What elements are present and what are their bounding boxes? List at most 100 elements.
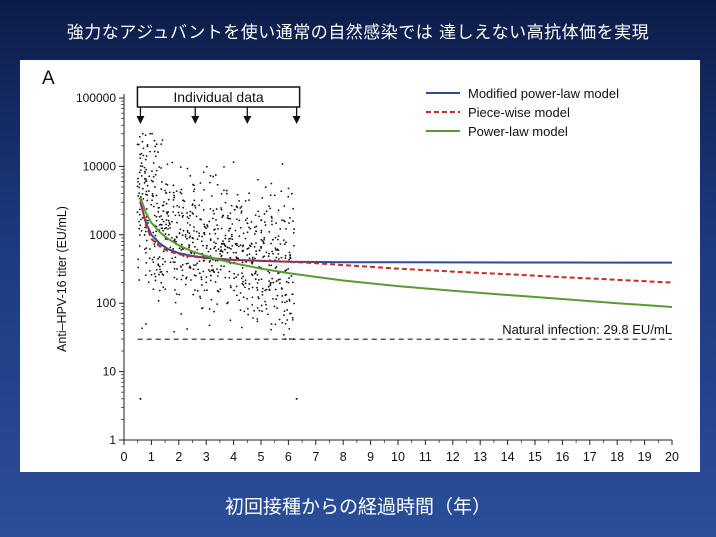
x-tick-label: 17: [583, 450, 597, 464]
data-point: [193, 184, 195, 187]
data-point: [219, 253, 222, 255]
data-point: [260, 304, 263, 307]
data-point: [188, 244, 190, 246]
data-point: [199, 182, 202, 184]
data-point: [205, 276, 208, 278]
data-point: [277, 253, 280, 255]
data-point: [250, 221, 253, 223]
data-point: [289, 254, 292, 256]
data-point: [193, 188, 196, 191]
data-point: [241, 282, 244, 285]
data-point: [265, 307, 268, 310]
data-point: [151, 132, 154, 135]
data-point: [138, 220, 140, 223]
individual-data-points: [136, 132, 298, 400]
data-point: [172, 191, 175, 194]
x-tick-label: 20: [665, 450, 679, 464]
data-point: [261, 294, 264, 296]
data-point: [209, 279, 212, 282]
data-point: [200, 199, 203, 202]
data-point: [158, 166, 161, 168]
legend-label: Piece-wise model: [468, 105, 570, 120]
data-point: [182, 206, 185, 209]
data-point: [141, 165, 144, 168]
data-point: [244, 286, 246, 289]
data-point: [274, 288, 277, 291]
data-point: [153, 272, 156, 275]
data-point: [205, 281, 208, 284]
data-point: [292, 220, 294, 223]
data-point: [192, 293, 195, 296]
data-point: [193, 199, 196, 202]
data-point: [138, 171, 141, 174]
data-point: [219, 288, 222, 291]
data-point: [249, 227, 252, 230]
data-point: [250, 273, 253, 276]
legend-label: Modified power-law model: [468, 86, 619, 101]
data-point: [162, 200, 165, 203]
data-point: [275, 256, 278, 259]
data-point: [203, 259, 206, 262]
data-point: [148, 175, 151, 178]
data-point: [251, 304, 254, 306]
data-point: [265, 303, 267, 306]
data-point: [146, 199, 149, 202]
data-point: [248, 283, 251, 285]
data-point: [207, 268, 210, 271]
data-point: [148, 270, 151, 272]
data-point: [220, 246, 222, 248]
data-point: [216, 237, 219, 240]
data-point: [275, 298, 278, 300]
data-point: [200, 307, 203, 310]
y-tick-label: 100000: [76, 91, 116, 105]
data-point: [160, 281, 163, 284]
data-point: [146, 219, 149, 222]
data-point: [186, 212, 189, 214]
series-line: [139, 199, 673, 284]
data-point: [264, 186, 267, 189]
data-point: [248, 253, 251, 256]
data-point: [153, 256, 156, 259]
data-point: [154, 145, 157, 148]
data-point: [229, 237, 232, 240]
data-point: [239, 292, 242, 294]
data-point: [151, 199, 153, 202]
data-point: [256, 307, 259, 309]
data-point: [145, 323, 147, 325]
data-point: [181, 216, 184, 218]
data-point: [271, 223, 273, 226]
data-point: [212, 268, 214, 271]
data-point: [287, 267, 290, 270]
data-point: [139, 157, 142, 160]
data-point: [216, 289, 219, 292]
data-point: [246, 307, 249, 310]
data-point: [220, 249, 223, 252]
data-point: [265, 210, 268, 213]
data-point: [228, 237, 230, 240]
data-point: [263, 238, 265, 241]
data-point: [172, 211, 175, 213]
data-point: [157, 257, 159, 260]
data-point: [237, 273, 239, 276]
data-point: [223, 244, 226, 247]
data-point: [256, 289, 259, 291]
data-point: [175, 240, 177, 243]
data-point: [206, 225, 209, 228]
data-point: [178, 293, 181, 296]
data-point: [248, 287, 250, 290]
data-point: [171, 257, 174, 260]
data-point: [199, 297, 202, 300]
data-point: [138, 183, 141, 185]
data-point: [137, 194, 140, 197]
data-point: [239, 226, 242, 229]
data-point: [237, 257, 240, 260]
data-point: [292, 231, 295, 234]
data-point: [255, 225, 258, 228]
data-point: [220, 192, 223, 195]
data-point: [239, 207, 242, 209]
data-point: [208, 324, 211, 327]
data-point: [186, 167, 189, 170]
data-point: [209, 174, 212, 177]
data-point: [186, 216, 189, 218]
data-point: [267, 285, 270, 288]
